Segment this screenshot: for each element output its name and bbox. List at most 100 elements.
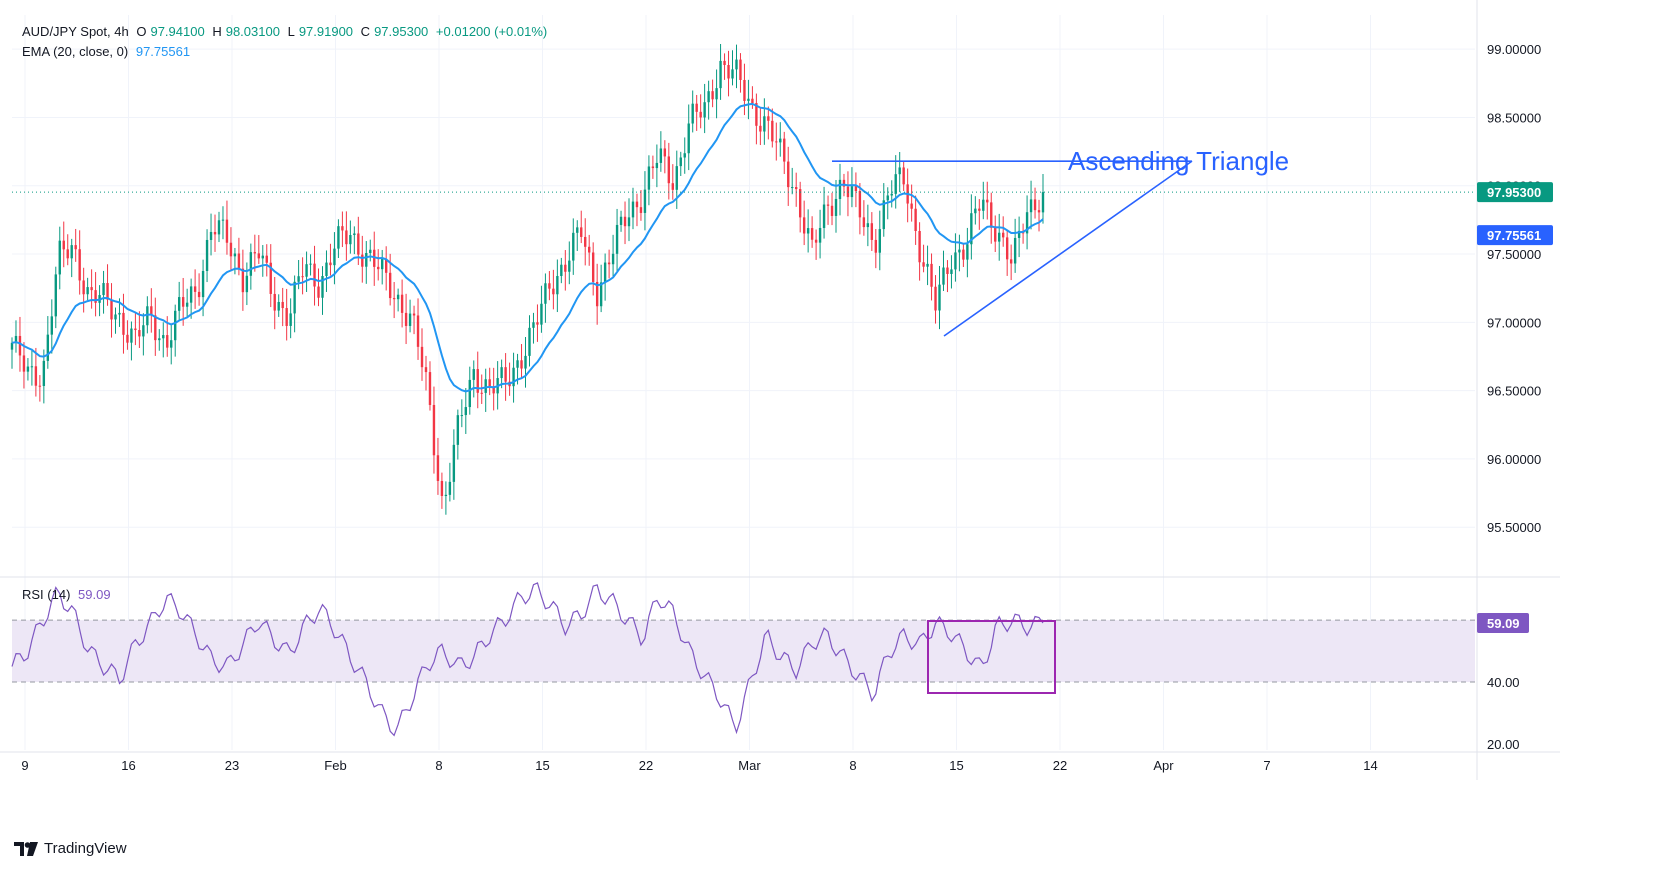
candle-body [536,322,539,325]
rsi-value-tag: 59.09 [1487,616,1520,631]
candle-body [150,306,153,316]
candle-body [193,286,197,292]
candle-body [926,263,929,267]
candle-body [548,283,551,289]
candle-body [229,242,233,257]
candle-body [78,249,81,281]
candle-body [611,253,615,265]
brand-name: TradingView [44,840,127,857]
candle-body [930,263,933,287]
candle-body [158,338,161,341]
candle-body [345,230,348,245]
candle-body [894,174,897,194]
candle-body [846,186,850,198]
candle-body [580,227,583,237]
candle-body [1037,210,1041,213]
candle-body [802,217,806,234]
symbol-label: AUD/JPY Spot, 4h [22,24,129,39]
price-tick-label: 98.50000 [1487,110,1541,125]
candle-body [185,302,189,307]
candle-body [468,379,471,408]
candle-body [727,65,730,79]
ema-line [11,102,1044,393]
candle-body [556,276,559,295]
rsi-layer [11,582,1056,737]
candle-body [1029,199,1033,213]
candle-body [62,240,65,250]
candle-body [321,276,324,298]
candle-body [739,59,742,80]
candle-body [974,208,977,214]
time-tick-label: 8 [435,758,442,773]
rsi-band-layer [12,619,1475,683]
tradingview-logo-icon [14,841,38,856]
price-tick-label: 96.00000 [1487,452,1541,467]
candle-body [978,208,981,211]
candle-body [528,327,531,356]
candle-body [102,283,105,296]
candle-body [448,481,452,495]
candle-body [619,216,623,225]
ascending-triangle-label: Ascending Triangle [1068,146,1289,176]
candle-body [134,328,137,331]
candle-body [791,187,794,189]
candle-body [269,262,272,294]
candle-body [221,219,225,221]
time-tick-label: 22 [1053,758,1067,773]
candle-body [631,201,635,218]
candle-body [603,262,607,283]
candle-body [365,253,368,267]
time-tick-label: Apr [1153,758,1174,773]
candle-body [552,288,555,295]
candle-body [22,355,26,372]
candle-body [850,186,854,198]
candle-body [285,308,288,326]
candle-body [241,268,245,293]
candle-body [26,366,30,372]
candle-body [647,166,651,190]
candle-body [751,98,754,104]
candle-body [512,367,515,387]
price-tick-label: 96.50000 [1487,384,1541,399]
candle-body [209,231,213,240]
candle-body [54,274,57,317]
candle-body [452,444,456,482]
candle-body [707,91,710,103]
candle-body [886,195,889,201]
candle-body [86,287,89,295]
candle-body [731,69,734,79]
candle-body [679,157,682,167]
candle-body [516,360,519,368]
candle-body [842,179,846,187]
candle-body [273,293,276,311]
candle-body [217,220,221,235]
candle-body [723,60,726,66]
candle-body [615,224,619,254]
candle-body [826,204,830,206]
candle-body [623,216,627,227]
candle-body [424,367,428,373]
candle-body [814,239,818,243]
candle-body [910,203,913,209]
candle-body [1033,199,1037,211]
candle-body [822,204,826,228]
close-value: 97.95300 [374,24,429,39]
candle-body [305,264,308,277]
candle-body [1001,232,1005,238]
candle-body [990,202,993,228]
tradingview-logo[interactable]: TradingView [14,840,127,857]
candle-body [34,366,38,386]
candle-body [126,334,129,343]
candle-body [595,281,599,307]
candle-body [388,272,392,299]
candle-body [381,259,384,270]
candle-body [882,200,885,230]
candle-body [588,246,591,253]
candle-body [416,315,420,347]
candle-body [584,236,587,247]
candle-body [667,156,671,184]
candle-body [795,187,798,190]
candle-body [66,249,69,259]
candle-body [1005,237,1009,260]
